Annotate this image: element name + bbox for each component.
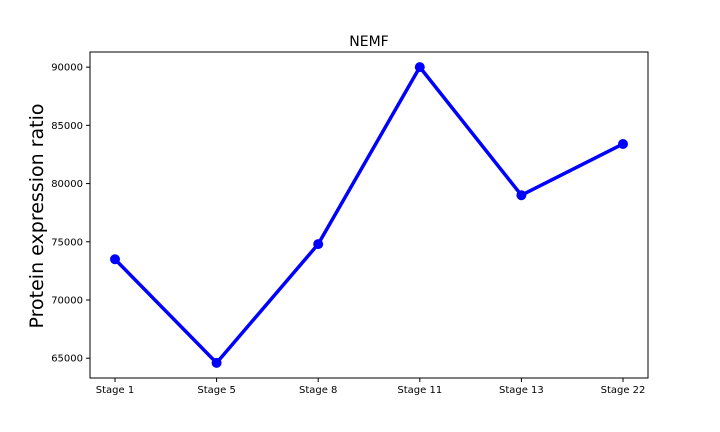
- x-tick-label: Stage 13: [499, 385, 544, 396]
- plot-frame: [89, 51, 649, 379]
- data-point: [618, 138, 628, 149]
- x-tick-label: Stage 11: [397, 385, 442, 396]
- x-tick-label: Stage 5: [197, 385, 235, 396]
- y-tick-label: 65000: [51, 354, 83, 365]
- chart-title: NEMF: [349, 34, 388, 50]
- y-axis-label: Protein expression ratio: [26, 104, 48, 329]
- y-tick-label: 70000: [51, 295, 83, 306]
- data-point: [414, 62, 425, 73]
- x-tick-label: Stage 22: [601, 385, 646, 396]
- data-point: [211, 357, 222, 368]
- data-point: [516, 190, 527, 201]
- data-point: [313, 239, 324, 250]
- y-tick-label: 90000: [51, 63, 83, 74]
- y-tick-label: 75000: [51, 237, 83, 248]
- y-tick-label: 85000: [51, 121, 83, 132]
- x-tick-label: Stage 8: [299, 385, 337, 396]
- y-tick-label: 80000: [51, 179, 83, 190]
- series-line: [113, 65, 625, 365]
- data-point: [110, 254, 120, 265]
- x-tick-label: Stage 1: [96, 385, 134, 396]
